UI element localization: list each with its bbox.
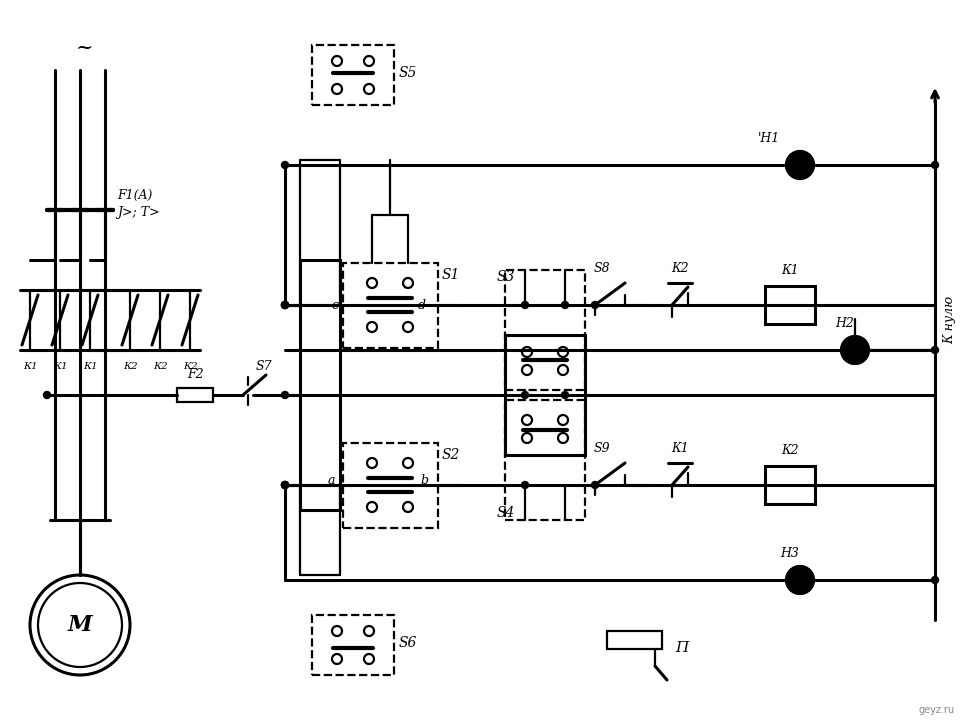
- Text: К1: К1: [53, 362, 67, 371]
- Bar: [765, 466, 815, 504]
- Text: Н3: Н3: [780, 547, 800, 560]
- Text: Н2: Н2: [835, 317, 854, 330]
- Text: F2: F2: [186, 368, 204, 381]
- Circle shape: [521, 482, 529, 488]
- Circle shape: [281, 482, 289, 488]
- Text: S2: S2: [442, 448, 461, 462]
- Text: geyz.ru: geyz.ru: [919, 705, 955, 715]
- Text: К2: К2: [123, 362, 137, 371]
- Circle shape: [281, 161, 289, 168]
- Bar: [505, 400, 585, 520]
- Bar: [300, 260, 340, 510]
- Text: S9: S9: [593, 442, 611, 455]
- Circle shape: [521, 392, 529, 398]
- Text: S3: S3: [496, 270, 515, 284]
- Text: S8: S8: [593, 262, 611, 275]
- Text: d: d: [418, 299, 426, 312]
- Text: S7: S7: [256, 360, 273, 373]
- Circle shape: [281, 302, 289, 308]
- Text: К1: К1: [781, 264, 799, 277]
- Bar: [312, 45, 394, 105]
- Circle shape: [281, 392, 289, 398]
- Text: К1: К1: [23, 362, 37, 371]
- Text: S6: S6: [399, 636, 418, 650]
- Circle shape: [521, 302, 529, 308]
- Bar: [765, 286, 815, 324]
- Text: К1: К1: [83, 362, 97, 371]
- Circle shape: [281, 482, 289, 488]
- Text: 'Н1: 'Н1: [757, 132, 780, 145]
- Circle shape: [786, 566, 814, 594]
- Text: F1(A): F1(A): [117, 189, 153, 202]
- Circle shape: [841, 336, 869, 364]
- Circle shape: [562, 392, 568, 398]
- Bar: [343, 263, 438, 348]
- Bar: [608, 631, 662, 649]
- Text: К1: К1: [671, 442, 689, 455]
- Text: b: b: [420, 474, 428, 487]
- Circle shape: [931, 161, 939, 168]
- Text: S5: S5: [399, 66, 418, 80]
- Text: c: c: [331, 299, 338, 312]
- Circle shape: [931, 577, 939, 583]
- Circle shape: [591, 302, 598, 308]
- Text: М: М: [68, 614, 92, 636]
- Text: ~: ~: [76, 39, 94, 58]
- Circle shape: [931, 346, 939, 354]
- Text: К2: К2: [153, 362, 167, 371]
- Text: S4: S4: [496, 506, 515, 520]
- Circle shape: [281, 302, 289, 308]
- Text: S1: S1: [442, 268, 461, 282]
- Circle shape: [591, 482, 598, 488]
- Circle shape: [43, 392, 51, 398]
- Circle shape: [281, 302, 289, 308]
- Text: П: П: [675, 641, 688, 655]
- Circle shape: [786, 151, 814, 179]
- Bar: [505, 335, 585, 455]
- Circle shape: [562, 302, 568, 308]
- Text: a: a: [327, 474, 335, 487]
- Text: J>; T>: J>; T>: [117, 205, 159, 218]
- Text: К2: К2: [781, 444, 799, 457]
- Bar: [312, 615, 394, 675]
- Bar: [177, 388, 213, 402]
- Text: К нулю: К нулю: [943, 296, 956, 344]
- Circle shape: [281, 482, 289, 488]
- Bar: [505, 270, 585, 390]
- Bar: [343, 443, 438, 528]
- Text: К2: К2: [671, 262, 689, 275]
- Text: К2: К2: [182, 362, 198, 371]
